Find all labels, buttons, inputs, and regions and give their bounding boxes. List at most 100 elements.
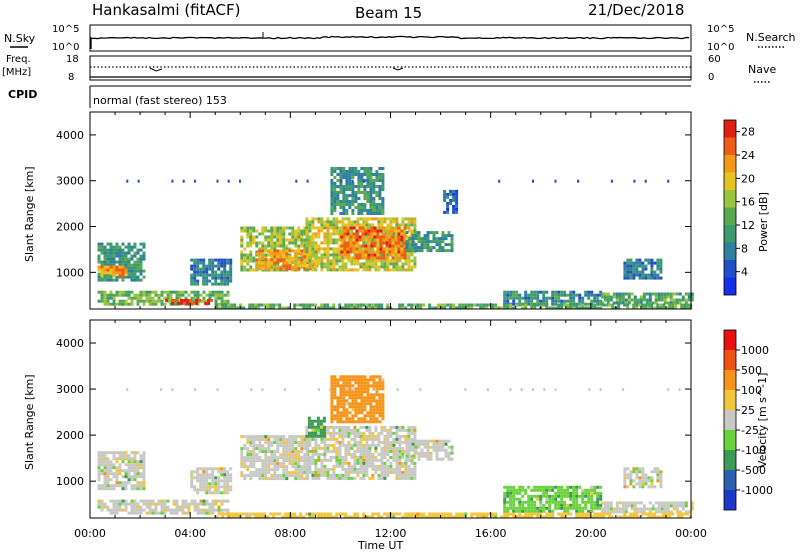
- vel-cell: [563, 488, 567, 492]
- power-cell: [386, 306, 390, 310]
- power-cell: [432, 231, 436, 235]
- vel-cell: [330, 396, 334, 400]
- vel-cell: [536, 506, 540, 510]
- power-cell: [560, 299, 564, 303]
- vel-cell: [684, 501, 688, 505]
- vel-cell: [368, 428, 372, 432]
- vel-cell: [273, 462, 277, 466]
- power-cell: [139, 293, 143, 297]
- power-cell: [323, 220, 327, 224]
- power-cell: [644, 264, 648, 268]
- vel-cell: [630, 504, 634, 508]
- power-cell: [109, 271, 113, 275]
- power-cell: [524, 290, 528, 294]
- vel-cell: [330, 405, 334, 409]
- vel-cell: [372, 387, 376, 391]
- vel-cell: [362, 449, 366, 453]
- vel-cell: [258, 456, 262, 460]
- vel-cell: [112, 475, 116, 479]
- vel-cell: [359, 446, 363, 450]
- vel-cell: [371, 440, 375, 444]
- vel-cell: [243, 435, 247, 439]
- power-cell: [106, 293, 110, 297]
- power-cell: [392, 232, 396, 236]
- vel-cell: [335, 464, 339, 468]
- power-cell: [317, 235, 321, 239]
- vel-cell: [217, 505, 221, 509]
- power-cell: [261, 249, 265, 253]
- vel-cell: [249, 435, 253, 439]
- nsky-tick-bottom: 10^0: [52, 42, 79, 53]
- power-cell: [345, 197, 349, 200]
- power-cell: [385, 241, 389, 245]
- power-cell: [121, 265, 125, 269]
- power-cell: [291, 232, 295, 236]
- vel-cell: [486, 388, 489, 392]
- vel-cell: [654, 510, 658, 514]
- power-cell: [446, 210, 450, 214]
- power-cell: [305, 268, 309, 272]
- power-cell: [121, 263, 125, 267]
- power-cell: [381, 173, 385, 176]
- vel-cell: [230, 515, 234, 519]
- vel-cell: [533, 494, 537, 498]
- vel-cell: [181, 511, 185, 515]
- vel-cell: [139, 511, 143, 515]
- vel-cell: [414, 451, 418, 455]
- power-cell: [566, 306, 570, 310]
- vel-cell: [100, 487, 104, 491]
- power-cell: [452, 189, 456, 193]
- vel-cell: [378, 399, 382, 403]
- vel-cell: [317, 476, 321, 480]
- vel-cell: [359, 437, 363, 441]
- vel-cell: [341, 467, 345, 471]
- vel-cell: [205, 485, 209, 489]
- vel-cell: [348, 381, 352, 385]
- power-cell: [345, 209, 349, 212]
- vel-cell: [163, 505, 167, 509]
- vel-cell: [659, 470, 663, 474]
- freq-tick-bottom: 8: [68, 72, 74, 83]
- power-cell: [575, 306, 579, 310]
- vel-cell: [314, 440, 318, 444]
- vel-cell: [300, 471, 304, 475]
- vel-cell: [381, 405, 385, 409]
- vel-cell: [438, 442, 442, 446]
- power-cell: [509, 303, 513, 307]
- power-cell: [261, 232, 265, 236]
- vel-cell: [381, 411, 385, 415]
- power-cell: [603, 298, 607, 302]
- power-cell: [297, 235, 301, 239]
- power-cell: [220, 279, 224, 283]
- power-cell: [426, 231, 430, 235]
- power-cell: [335, 262, 339, 266]
- power-cell: [551, 299, 555, 303]
- power-cell: [118, 268, 122, 272]
- power-cell: [403, 226, 407, 230]
- vel-cell: [264, 456, 268, 460]
- vel-cell: [417, 457, 421, 461]
- power-cell: [124, 302, 128, 306]
- vel-cell: [118, 463, 122, 467]
- power-cell: [335, 232, 339, 236]
- vel-cell: [205, 491, 209, 495]
- power-cell: [294, 262, 298, 266]
- vel-cell: [308, 455, 312, 459]
- power-cell: [130, 302, 134, 306]
- vel-cell: [372, 417, 376, 421]
- power-cell: [279, 252, 283, 256]
- vel-cell: [139, 463, 143, 467]
- power-cell: [249, 229, 253, 233]
- vel-cell: [363, 402, 367, 406]
- vel-cell: [311, 512, 315, 516]
- power-cell: [320, 241, 324, 245]
- vel-cell: [575, 503, 579, 507]
- vel-cell: [297, 441, 301, 445]
- power-cell: [320, 265, 324, 269]
- power-cell: [297, 247, 301, 251]
- power-cell: [351, 212, 355, 215]
- vel-cell: [291, 453, 295, 457]
- power-cell: [285, 264, 289, 268]
- power-cell: [351, 173, 355, 176]
- power-cell: [220, 258, 224, 262]
